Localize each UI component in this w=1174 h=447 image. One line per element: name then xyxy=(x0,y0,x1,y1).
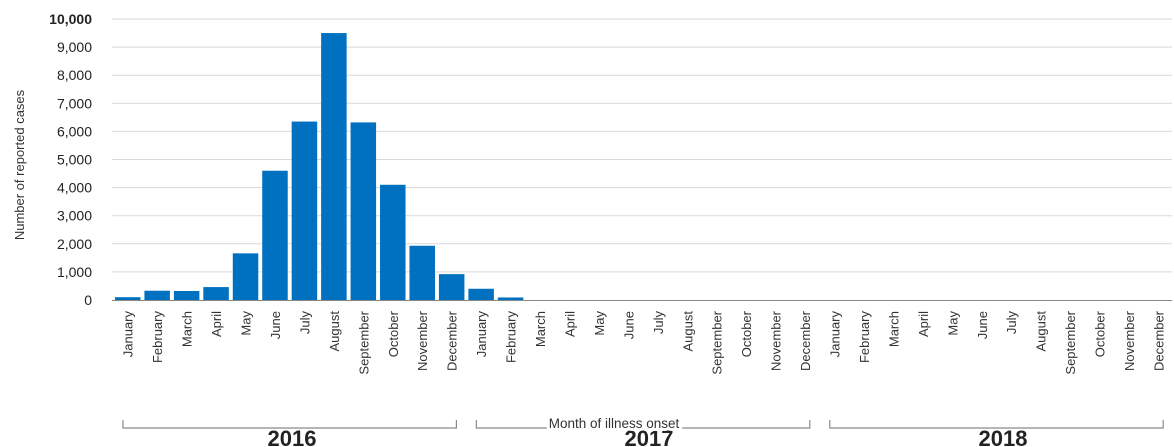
bar-december-2016 xyxy=(438,274,465,300)
x-tick-label: September xyxy=(1063,310,1078,374)
x-tick-label: May xyxy=(592,311,607,336)
x-tick-label: October xyxy=(739,310,754,357)
x-tick-label: January xyxy=(121,311,136,358)
bar-september-2016 xyxy=(350,122,377,300)
x-tick-label: July xyxy=(651,311,666,335)
x-tick-label: October xyxy=(1093,310,1108,357)
y-tick-label: 0 xyxy=(84,292,92,308)
x-tick-label: January xyxy=(474,311,489,358)
bar-february-2016 xyxy=(144,290,170,300)
x-tick-label: June xyxy=(268,311,283,339)
y-tick-label: 8,000 xyxy=(57,67,92,83)
x-tick-label: February xyxy=(150,311,165,364)
bar-august-2016 xyxy=(321,33,347,301)
bar-february-2017 xyxy=(497,297,524,300)
x-tick-label: November xyxy=(769,310,784,371)
year-brackets: 2016 2017 2018 xyxy=(122,420,1164,447)
bar-april-2016 xyxy=(203,287,229,300)
y-tick-label: 7,000 xyxy=(57,95,92,111)
x-tick-label: December xyxy=(445,310,460,371)
x-tick-label: November xyxy=(1122,310,1137,371)
x-tick-label: March xyxy=(533,311,548,347)
year-bracket xyxy=(475,420,811,429)
y-tick-label: 3,000 xyxy=(57,208,92,224)
bar-may-2016 xyxy=(232,253,259,300)
y-tick-label: 10,000 xyxy=(49,11,92,27)
x-tick-label: July xyxy=(1004,311,1019,335)
x-tick-label: March xyxy=(180,311,195,347)
x-tick-label: November xyxy=(415,310,430,371)
x-tick-label: April xyxy=(209,311,224,337)
x-tick-label: December xyxy=(798,310,813,371)
x-tick-label: April xyxy=(916,311,931,337)
x-tick-label: September xyxy=(356,310,371,374)
y-tick-label: 9,000 xyxy=(57,39,92,55)
year-label-2018: 2018 xyxy=(979,426,1028,447)
x-tick-label: February xyxy=(504,311,519,364)
x-tick-label: January xyxy=(828,311,843,358)
bar-january-2017 xyxy=(468,288,494,300)
y-tick-label: 5,000 xyxy=(57,152,92,168)
bar-october-2016 xyxy=(380,184,406,300)
bars xyxy=(114,33,524,301)
x-tick-label: October xyxy=(386,310,401,357)
y-axis-label: Number of reported cases xyxy=(12,89,27,240)
y-tick-label: 6,000 xyxy=(57,123,92,139)
y-tick-labels: 0 1,000 2,000 3,000 4,000 5,000 6,000 7,000 8,00… xyxy=(49,11,92,308)
x-tick-label: June xyxy=(975,311,990,339)
bar-june-2016 xyxy=(262,170,288,300)
year-bracket xyxy=(829,420,1164,429)
x-tick-label: June xyxy=(621,311,636,339)
bar-march-2016 xyxy=(173,291,200,300)
x-axis-label: Month of illness onset xyxy=(549,416,680,431)
bar-january-2016 xyxy=(114,297,141,300)
x-tick-label: August xyxy=(680,311,695,352)
x-tick-label: September xyxy=(710,310,725,374)
x-tick-label: July xyxy=(297,311,312,335)
y-tick-label: 2,000 xyxy=(57,236,92,252)
x-tick-label: May xyxy=(239,311,254,336)
x-tick-labels: January February March April May June July Augu… xyxy=(121,310,1167,374)
year-label-2017: 2017 xyxy=(625,426,674,447)
y-tick-label: 1,000 xyxy=(57,264,92,280)
y-tick-label: 4,000 xyxy=(57,180,92,196)
x-tick-label: December xyxy=(1152,310,1167,371)
gridlines xyxy=(112,18,1172,273)
x-tick-label: February xyxy=(857,311,872,364)
bar-july-2016 xyxy=(291,121,318,300)
x-tick-label: May xyxy=(945,311,960,336)
bar-november-2016 xyxy=(409,245,435,300)
x-tick-label: March xyxy=(886,311,901,347)
year-bracket xyxy=(122,420,457,429)
x-tick-label: August xyxy=(1034,311,1049,352)
x-tick-label: August xyxy=(327,311,342,352)
x-tick-label: April xyxy=(563,311,578,337)
year-label-2016: 2016 xyxy=(268,426,317,447)
